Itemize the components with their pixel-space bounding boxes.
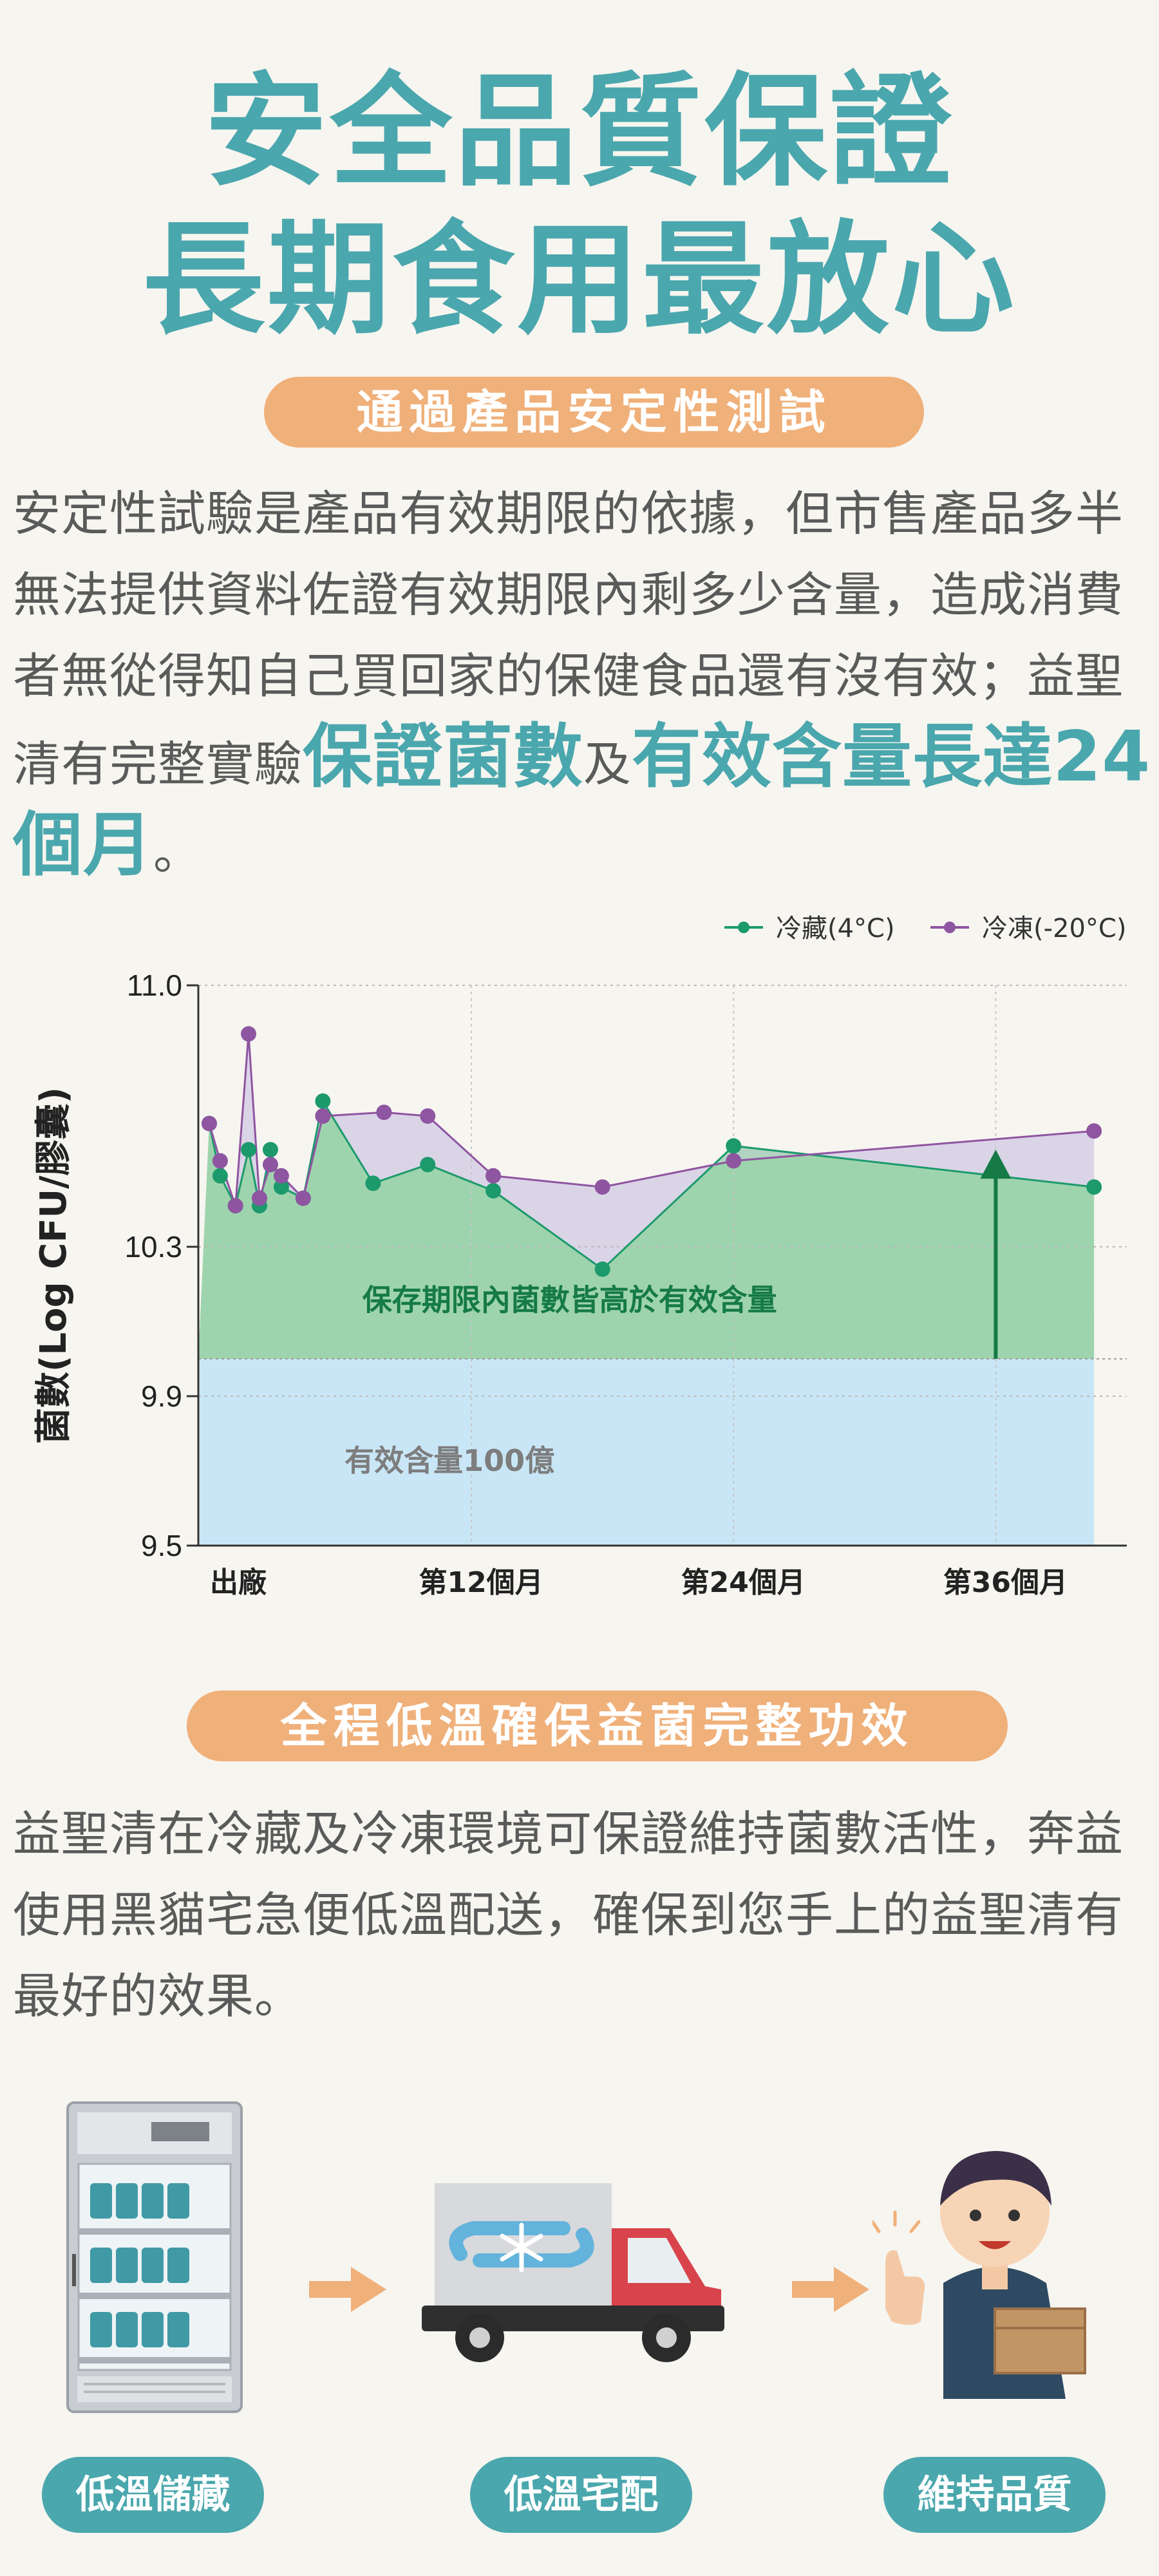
refrigerator-icon (66, 2101, 243, 2413)
threshold-label: 有效含量100億 (344, 1443, 554, 1478)
arrow-head (980, 1150, 1012, 1179)
data-point-frozen (252, 1190, 268, 1206)
data-point-refrigerated (212, 1168, 228, 1184)
data-point-frozen (227, 1198, 243, 1214)
flow-arrow-icon (792, 2267, 869, 2312)
data-point-refrigerated (594, 1261, 610, 1277)
data-point-frozen (273, 1168, 289, 1184)
y-tick-label: 9.5 (141, 1529, 182, 1562)
y-tick-label: 10.3 (124, 1230, 182, 1264)
data-point-frozen (295, 1190, 311, 1206)
y-tick-label: 11.0 (127, 969, 182, 1002)
data-point-refrigerated (262, 1142, 278, 1158)
data-point-frozen (241, 1026, 257, 1042)
x-tick-label: 第24個月 (681, 1566, 806, 1599)
data-point-frozen (420, 1108, 436, 1124)
x-tick-label: 出廠 (210, 1566, 267, 1599)
data-point-frozen (315, 1108, 331, 1124)
step-cold-delivery: 低溫宅配 (470, 2457, 692, 2533)
section-pill-cold-chain: 全程低溫確保益菌完整功效 (187, 1690, 1008, 1761)
legend-label: 冷凍(-20°C) (982, 914, 1126, 943)
threshold-zone (198, 1359, 1095, 1546)
data-point-refrigerated (485, 1183, 502, 1198)
stability-chart: 11.0 10.3 9.9 9.5 出廠 第12個月 第24個月 第36個月 菌數(Log CF… (33, 914, 1127, 1599)
annotation-above-threshold: 保存期限內菌數皆高於有效含量 (363, 1283, 777, 1318)
page-title-line2: 長期食用最放心 (142, 209, 1017, 351)
page-title-line1: 安全品質保證 (204, 61, 954, 203)
legend-swatch-dot (944, 922, 956, 933)
data-point-refrigerated (241, 1142, 257, 1158)
x-tick-label: 第12個月 (419, 1566, 543, 1599)
x-tick-label: 第36個月 (943, 1566, 1068, 1599)
data-point-refrigerated (365, 1175, 381, 1191)
data-point-refrigerated (1086, 1179, 1102, 1195)
stability-text: 安定性試驗是產品有效期限的依據，但市售產品多半無法提供資料佐證有效期限內剩多少含… (13, 486, 1124, 792)
highlight-effective-content: 有效含量長達24個月 (13, 717, 1151, 886)
happy-customer-icon (872, 2151, 1086, 2399)
stability-paragraph: 安定性試驗是產品有效期限的依據，但市售產品多半無法提供資料佐證有效期限內剩多少含… (13, 473, 1153, 893)
data-point-frozen (376, 1104, 392, 1121)
data-point-frozen (212, 1153, 228, 1169)
refrigerated-area-overlay (198, 1101, 1095, 1359)
section-pill-stability: 通過產品安定性測試 (264, 377, 924, 448)
connector-text: 及 (583, 737, 632, 792)
y-axis-label: 菌數(Log CFU/膠囊) (33, 1087, 75, 1444)
legend-swatch-dot (738, 922, 749, 933)
data-point-refrigerated (273, 1179, 289, 1195)
cold-chain-paragraph: 益聖清在冷藏及冷凍環境可保證維持菌數活性，奔益使用黑貓宅急便低溫配送，確保到您手… (13, 1806, 1124, 2024)
flow-arrow-icon (309, 2267, 386, 2312)
data-point-frozen (485, 1168, 502, 1184)
data-point-refrigerated (315, 1093, 331, 1109)
data-point-frozen (201, 1115, 217, 1132)
data-point-refrigerated (420, 1157, 436, 1173)
legend-label: 冷藏(4°C) (776, 914, 895, 943)
data-point-frozen (262, 1157, 278, 1173)
refrigerated-truck-icon (422, 2183, 724, 2362)
data-point-frozen (594, 1179, 610, 1195)
highlight-bacteria-count: 保證菌數 (303, 717, 584, 797)
y-tick-label: 9.9 (141, 1379, 182, 1413)
data-point-refrigerated (726, 1138, 742, 1154)
data-point-frozen (726, 1153, 742, 1169)
step-maintain-quality: 維持品質 (883, 2457, 1106, 2533)
period-text: 。 (153, 825, 202, 880)
step-cold-storage: 低溫儲藏 (42, 2457, 264, 2533)
data-point-frozen (1086, 1123, 1102, 1139)
